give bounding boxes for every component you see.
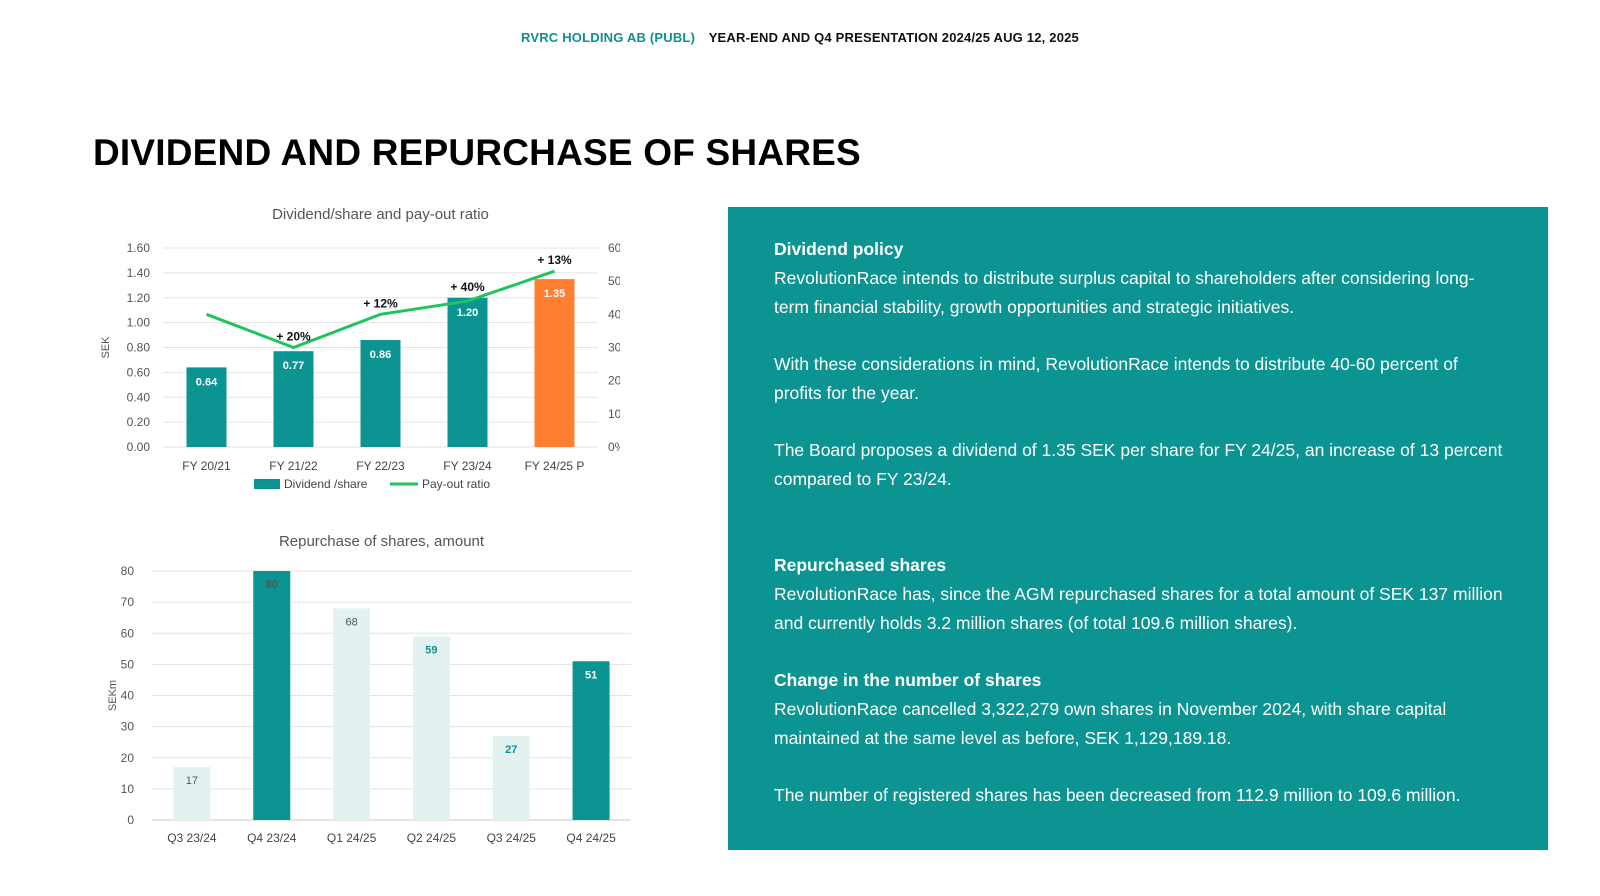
dividend-bar (534, 279, 575, 447)
x-tick-label: FY 24/25 P (525, 459, 585, 473)
repurchase-bar (492, 735, 530, 820)
y2-tick-label: 40% (608, 307, 620, 321)
repurchased-shares-heading: Repurchased shares (774, 555, 947, 575)
y-tick-label: 1.00 (127, 316, 151, 330)
x-tick-label: Q2 24/25 (407, 831, 457, 844)
legend-label: Pay-out ratio (422, 477, 490, 491)
presentation-info: YEAR-END AND Q4 PRESENTATION 2024/25 AUG… (708, 30, 1079, 45)
y2-tick-label: 50% (608, 274, 620, 288)
growth-label: + 12% (363, 296, 398, 310)
chart-title: Dividend/share and pay-out ratio (272, 206, 489, 223)
y-tick-label: 60 (121, 626, 135, 640)
y-tick-label: 0 (127, 813, 134, 827)
x-tick-label: Q4 23/24 (247, 831, 297, 844)
repurchase-bar (572, 661, 610, 820)
legend-bar-swatch (254, 479, 280, 489)
x-tick-label: Q1 24/25 (327, 831, 377, 844)
bar-value-label: 27 (505, 744, 517, 756)
y-tick-label: 1.40 (127, 266, 151, 280)
info-panel: Dividend policy RevolutionRace intends t… (728, 207, 1548, 850)
dividend-policy-heading: Dividend policy (774, 239, 904, 259)
dividend-chart: Dividend/share and pay-out ratio 0.00 0.20… (100, 206, 620, 491)
bar-value-label: 1.35 (544, 288, 565, 300)
y-axis-label: SEK (100, 336, 112, 359)
y2-tick-label: 0% (608, 440, 620, 454)
bar-value-label: 0.64 (196, 376, 218, 388)
chart-title: Repurchase of shares, amount (279, 533, 485, 550)
dividend-bar (186, 367, 227, 447)
page-title: DIVIDEND AND REPURCHASE OF SHARES (93, 132, 861, 173)
dividend-bar (447, 297, 488, 447)
x-tick-label: FY 20/21 (182, 459, 231, 473)
y-tick-label: 30 (121, 720, 135, 734)
bar-value-label: 0.77 (283, 360, 304, 372)
bar-value-label: 17 (186, 775, 198, 787)
legend-label: Dividend /share (284, 477, 368, 491)
dividend-policy-text-1: RevolutionRace intends to distribute sur… (774, 268, 1475, 317)
repurchase-bar (253, 571, 291, 820)
repurchase-bar (173, 767, 211, 820)
y-tick-label: 20 (121, 751, 135, 765)
y-tick-label: 1.60 (127, 241, 151, 255)
repurchase-bar (333, 608, 371, 820)
y-tick-label: 70 (121, 595, 135, 609)
x-tick-label: FY 22/23 (356, 459, 405, 473)
y2-tick-label: 60% (608, 241, 620, 255)
dividend-bar (273, 351, 314, 447)
growth-label: + 13% (537, 253, 572, 267)
y-tick-label: 10 (121, 782, 135, 796)
y-tick-label: 1.20 (127, 291, 151, 305)
repurchase-bar (412, 636, 450, 820)
y-tick-label: 0.40 (127, 390, 151, 404)
payout-ratio-line (205, 269, 555, 350)
dividend-bar (360, 340, 401, 447)
y-tick-label: 0.60 (127, 365, 151, 379)
dividend-policy-text-2: With these considerations in mind, Revol… (774, 354, 1458, 403)
y-tick-label: 0.80 (127, 341, 151, 355)
bar-value-label: 51 (585, 669, 597, 681)
y-tick-label: 0.00 (127, 440, 151, 454)
bar-value-label: 80 (266, 579, 278, 591)
y-tick-label: 40 (121, 689, 135, 703)
y-tick-label: 80 (121, 564, 135, 578)
y2-tick-label: 10% (608, 407, 620, 421)
bar-value-label: 0.86 (370, 349, 391, 361)
y2-tick-label: 30% (608, 341, 620, 355)
presentation-header: RVRC HOLDING AB (PUBL) YEAR-END AND Q4 P… (0, 30, 1600, 45)
change-shares-heading: Change in the number of shares (774, 670, 1042, 690)
x-tick-label: FY 21/22 (269, 459, 318, 473)
growth-label: + 40% (450, 280, 485, 294)
growth-label: + 20% (276, 330, 311, 344)
y2-tick-label: 20% (608, 374, 620, 388)
bar-value-label: 1.20 (457, 307, 478, 319)
x-tick-label: FY 23/24 (443, 459, 492, 473)
repurchase-chart: Repurchase of shares, amount 0 10 20 30 40 50 6… (107, 533, 631, 844)
change-shares-text-2: The number of registered shares has been… (774, 785, 1461, 805)
x-tick-label: Q4 24/25 (566, 831, 616, 844)
repurchased-shares-text: RevolutionRace has, since the AGM repurc… (774, 584, 1503, 633)
change-shares-text-1: RevolutionRace cancelled 3,322,279 own s… (774, 699, 1447, 748)
bar-value-label: 68 (345, 616, 357, 628)
dividend-policy-text-3: The Board proposes a dividend of 1.35 SE… (774, 440, 1503, 489)
x-tick-label: Q3 23/24 (167, 831, 217, 844)
company-name: RVRC HOLDING AB (PUBL) (520, 30, 696, 45)
y-tick-label: 0.20 (127, 415, 151, 429)
x-tick-label: Q3 24/25 (487, 831, 537, 844)
bar-value-label: 59 (425, 644, 437, 656)
y-tick-label: 50 (121, 657, 135, 671)
y-axis-label: SEKm (107, 680, 119, 711)
